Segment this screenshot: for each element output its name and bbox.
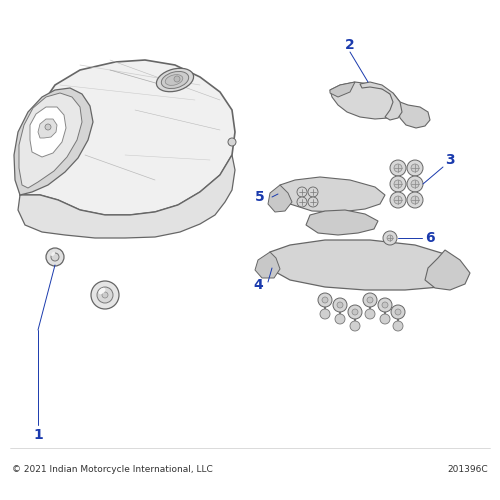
Polygon shape — [30, 107, 66, 157]
Circle shape — [394, 180, 402, 188]
Circle shape — [174, 76, 180, 82]
Ellipse shape — [98, 288, 105, 294]
Polygon shape — [18, 60, 235, 215]
Polygon shape — [360, 82, 402, 120]
Polygon shape — [330, 82, 355, 97]
Polygon shape — [255, 252, 280, 278]
Circle shape — [380, 314, 390, 324]
Polygon shape — [425, 250, 470, 290]
Circle shape — [390, 160, 406, 176]
Circle shape — [352, 309, 358, 315]
Circle shape — [308, 197, 318, 207]
Circle shape — [318, 293, 332, 307]
Circle shape — [365, 309, 375, 319]
Circle shape — [387, 235, 393, 241]
Text: 4: 4 — [253, 278, 263, 292]
Circle shape — [383, 231, 397, 245]
Circle shape — [228, 138, 236, 146]
Ellipse shape — [165, 74, 183, 86]
Polygon shape — [306, 210, 378, 235]
Polygon shape — [19, 93, 82, 188]
Circle shape — [348, 305, 362, 319]
Text: 201396C: 201396C — [448, 466, 488, 474]
Circle shape — [308, 187, 318, 197]
Circle shape — [407, 176, 423, 192]
Text: 6: 6 — [425, 231, 435, 245]
Circle shape — [297, 187, 307, 197]
Circle shape — [350, 321, 360, 331]
Circle shape — [411, 180, 419, 188]
Circle shape — [335, 314, 345, 324]
Circle shape — [394, 196, 402, 204]
Polygon shape — [393, 93, 430, 128]
Circle shape — [51, 253, 59, 261]
Ellipse shape — [156, 68, 194, 92]
Circle shape — [407, 160, 423, 176]
Circle shape — [411, 164, 419, 172]
Circle shape — [333, 298, 347, 312]
Circle shape — [46, 248, 64, 266]
Circle shape — [297, 197, 307, 207]
Text: 1: 1 — [33, 428, 43, 442]
Text: 5: 5 — [255, 190, 265, 204]
Circle shape — [391, 305, 405, 319]
Polygon shape — [38, 119, 57, 138]
Circle shape — [337, 302, 343, 308]
Circle shape — [393, 321, 403, 331]
Ellipse shape — [162, 72, 188, 88]
Circle shape — [411, 196, 419, 204]
Polygon shape — [268, 240, 465, 290]
Text: 2: 2 — [345, 38, 355, 52]
Circle shape — [91, 281, 119, 309]
Polygon shape — [278, 177, 385, 212]
Text: 3: 3 — [445, 153, 455, 167]
Circle shape — [45, 124, 51, 130]
Circle shape — [320, 309, 330, 319]
Circle shape — [102, 292, 108, 298]
Circle shape — [322, 297, 328, 303]
Circle shape — [97, 287, 113, 303]
Text: © 2021 Indian Motorcycle International, LLC: © 2021 Indian Motorcycle International, … — [12, 466, 213, 474]
Polygon shape — [330, 82, 400, 119]
Circle shape — [382, 302, 388, 308]
Polygon shape — [268, 185, 292, 212]
Ellipse shape — [51, 252, 55, 256]
Circle shape — [378, 298, 392, 312]
Circle shape — [390, 176, 406, 192]
Circle shape — [363, 293, 377, 307]
Circle shape — [367, 297, 373, 303]
Circle shape — [407, 192, 423, 208]
Polygon shape — [14, 88, 93, 195]
Polygon shape — [18, 155, 235, 238]
Circle shape — [394, 164, 402, 172]
Circle shape — [390, 192, 406, 208]
Circle shape — [395, 309, 401, 315]
